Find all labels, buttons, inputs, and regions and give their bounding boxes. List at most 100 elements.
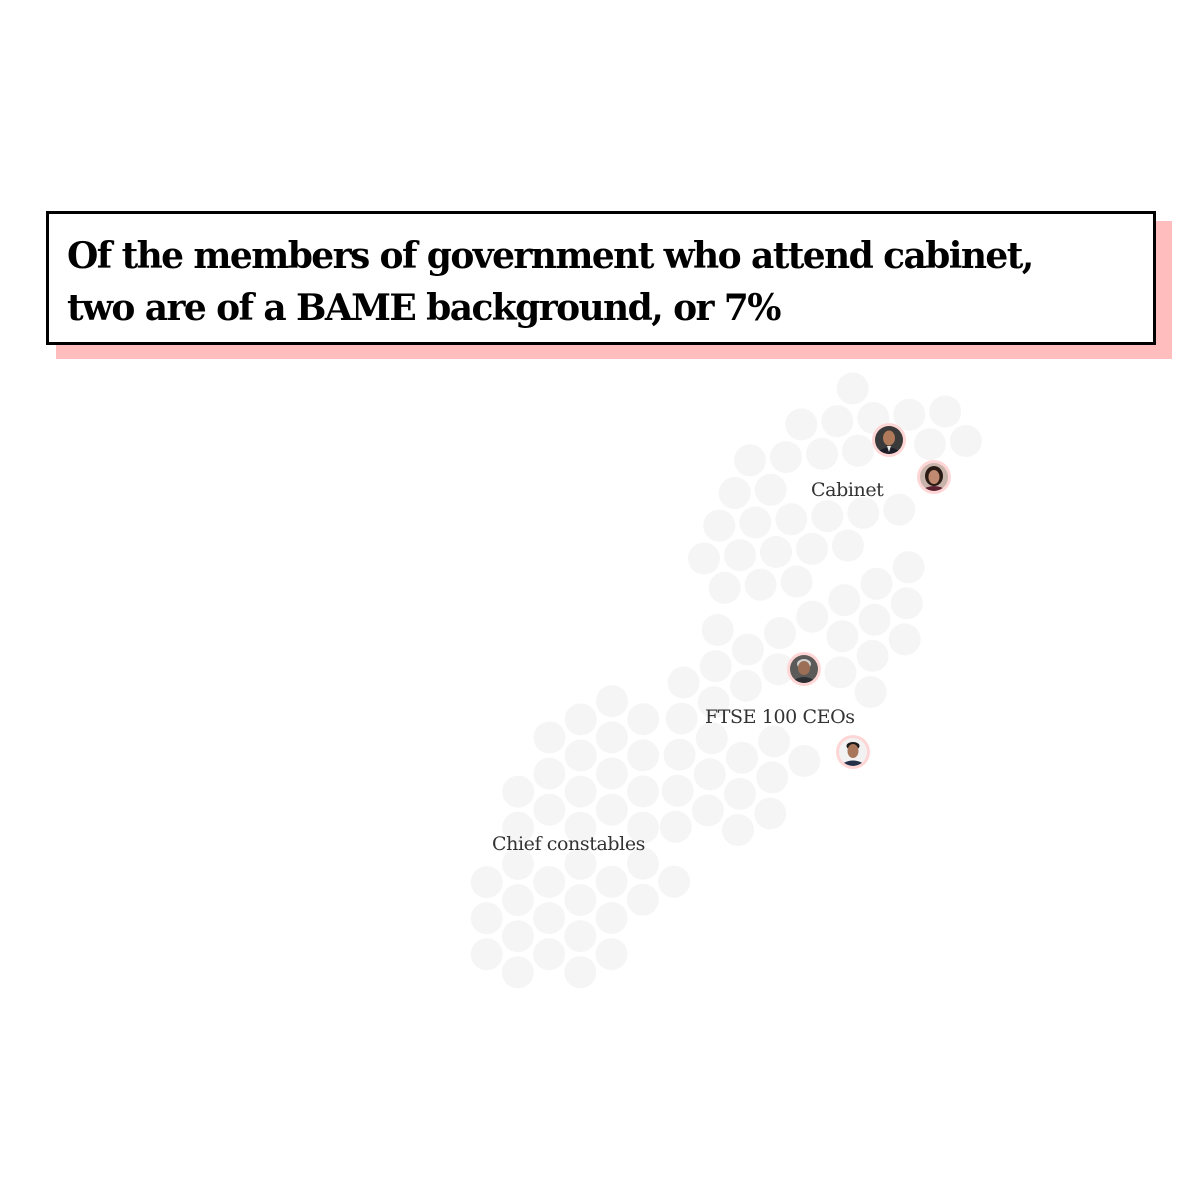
headline-box: Of the members of government who attend … xyxy=(46,211,1156,345)
bubble xyxy=(731,633,764,666)
bubble xyxy=(788,745,821,777)
bubble xyxy=(699,650,732,683)
bubble xyxy=(718,477,751,509)
bubble xyxy=(596,685,628,718)
portrait-ftse-1 xyxy=(787,652,821,686)
bubble xyxy=(595,757,628,790)
bubble xyxy=(703,509,736,542)
bubble xyxy=(744,568,777,601)
bubble xyxy=(688,542,720,575)
bubble xyxy=(691,794,724,827)
bubble xyxy=(627,703,660,736)
bubble xyxy=(785,408,818,441)
bubble xyxy=(502,775,535,808)
bubble xyxy=(836,372,869,405)
portrait-ftse-2 xyxy=(836,735,870,769)
bubble xyxy=(754,797,787,830)
bubble xyxy=(729,669,762,702)
bubble xyxy=(564,703,597,736)
bubble xyxy=(595,938,628,971)
bubble xyxy=(627,811,659,844)
group-label-chief-constables: Chief constables xyxy=(492,833,646,855)
bubble xyxy=(470,866,503,899)
bubble xyxy=(841,434,874,467)
bubble xyxy=(564,847,597,880)
bubble xyxy=(775,503,808,536)
bubble xyxy=(893,398,926,431)
group-label-cabinet: Cabinet xyxy=(811,479,884,501)
bubble xyxy=(708,571,741,604)
bubble xyxy=(826,620,859,653)
bubble xyxy=(724,777,756,810)
bubble xyxy=(627,739,660,772)
bubble xyxy=(595,865,628,898)
bubble xyxy=(595,793,628,826)
bubble xyxy=(811,500,844,533)
bubble xyxy=(564,811,597,844)
bubble xyxy=(697,686,730,719)
bubble xyxy=(724,539,756,572)
bubble xyxy=(663,738,696,771)
bubble xyxy=(913,428,946,461)
bubble xyxy=(762,653,795,686)
bubble xyxy=(764,617,796,650)
bubble xyxy=(824,656,857,689)
bubble xyxy=(564,956,597,989)
bubble xyxy=(847,496,880,529)
bubble xyxy=(502,884,534,917)
bubble xyxy=(796,532,828,565)
bubble xyxy=(828,584,861,617)
bubble xyxy=(734,444,766,477)
bubble xyxy=(858,603,891,636)
bubble xyxy=(501,920,534,953)
bubble xyxy=(888,623,921,656)
bubble xyxy=(595,902,628,934)
bubble xyxy=(722,814,754,846)
bubble xyxy=(665,702,698,735)
bubble xyxy=(760,536,792,568)
bubble xyxy=(658,865,691,898)
bubble xyxy=(470,938,503,971)
bubble xyxy=(502,811,535,844)
bubble xyxy=(564,920,597,953)
bubble xyxy=(831,529,864,562)
bubble xyxy=(564,884,597,916)
bubble xyxy=(502,848,534,880)
bubble xyxy=(693,758,726,791)
bubble xyxy=(564,739,597,772)
bubble xyxy=(626,847,659,880)
bubble xyxy=(796,600,829,633)
headline-line-1: Of the members of government who attend … xyxy=(67,235,1034,277)
bubble xyxy=(780,565,813,598)
bubble xyxy=(758,725,791,758)
bubble xyxy=(856,639,889,672)
bubble xyxy=(501,956,534,989)
bubble xyxy=(756,761,789,794)
bubble xyxy=(661,774,694,807)
bubble xyxy=(533,902,566,935)
bubble xyxy=(533,793,566,826)
bubble xyxy=(726,741,758,774)
bubble xyxy=(754,473,787,506)
bubble xyxy=(806,437,838,470)
bubble xyxy=(949,425,982,457)
bubble xyxy=(627,775,659,808)
bubble xyxy=(770,441,802,474)
bubble xyxy=(854,676,887,708)
bubble xyxy=(533,757,566,790)
bubble-field xyxy=(470,372,982,989)
bubble xyxy=(890,587,923,620)
bubble xyxy=(821,405,854,438)
portrait-cabinet-2 xyxy=(917,460,951,494)
bubble xyxy=(533,866,566,898)
group-label-ftse-100-ceos: FTSE 100 CEOs xyxy=(705,706,855,728)
bubble xyxy=(883,493,916,526)
bubble xyxy=(626,883,659,916)
bubble xyxy=(533,721,566,754)
bubble xyxy=(659,810,692,843)
headline-line-2: two are of a BAME background, or 7% xyxy=(67,287,781,329)
bubble xyxy=(564,775,597,808)
bubble xyxy=(701,614,734,646)
